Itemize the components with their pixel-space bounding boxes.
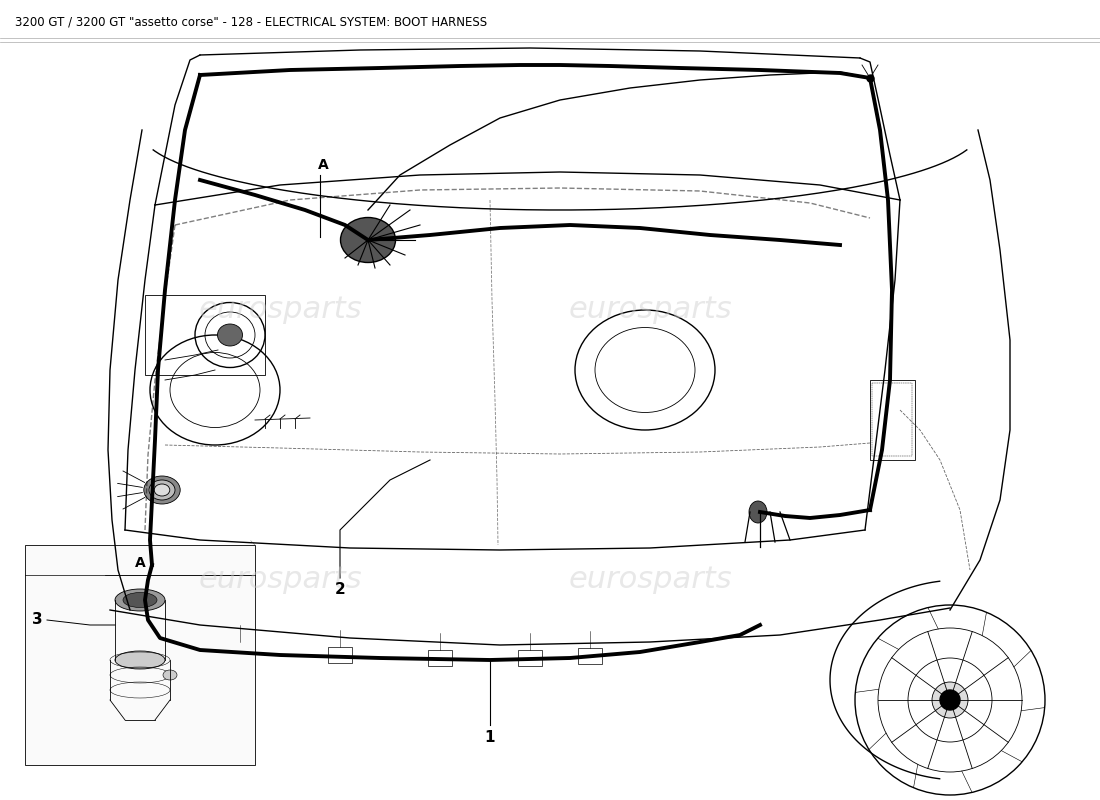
Text: eurosparts: eurosparts xyxy=(569,566,732,594)
Bar xyxy=(428,650,452,666)
Ellipse shape xyxy=(218,324,242,346)
Ellipse shape xyxy=(144,476,180,504)
Bar xyxy=(145,295,265,375)
Ellipse shape xyxy=(749,501,767,523)
Text: eurosparts: eurosparts xyxy=(569,295,732,325)
Bar xyxy=(25,545,255,765)
Ellipse shape xyxy=(341,218,396,262)
Ellipse shape xyxy=(163,670,177,680)
Bar xyxy=(578,648,602,664)
Bar xyxy=(870,380,915,460)
Text: 1: 1 xyxy=(485,730,495,746)
Bar xyxy=(228,642,252,658)
Text: eurosparts: eurosparts xyxy=(198,295,362,325)
Text: 2: 2 xyxy=(334,582,345,598)
Text: A: A xyxy=(318,158,329,172)
Ellipse shape xyxy=(116,651,165,669)
Ellipse shape xyxy=(154,484,169,496)
Bar xyxy=(518,650,542,666)
Text: A: A xyxy=(134,556,145,570)
Ellipse shape xyxy=(148,480,175,500)
Text: 3200 GT / 3200 GT "assetto corse" - 128 - ELECTRICAL SYSTEM: BOOT HARNESS: 3200 GT / 3200 GT "assetto corse" - 128 … xyxy=(15,15,487,29)
Ellipse shape xyxy=(123,593,157,607)
Circle shape xyxy=(940,690,960,710)
Bar xyxy=(328,647,352,663)
Text: 3: 3 xyxy=(32,613,42,627)
Bar xyxy=(872,383,912,456)
Ellipse shape xyxy=(116,589,165,611)
Text: eurosparts: eurosparts xyxy=(198,566,362,594)
Circle shape xyxy=(932,682,968,718)
